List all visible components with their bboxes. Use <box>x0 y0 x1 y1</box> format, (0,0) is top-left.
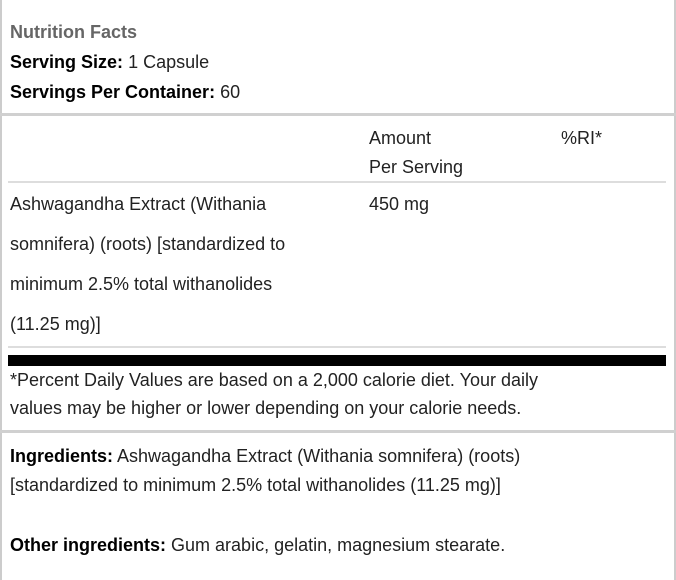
amount-header: Amount <box>369 128 432 148</box>
ingredients-text: Ashwagandha Extract (Withania somnifera)… <box>117 446 521 466</box>
footnote-line: *Percent Daily Values are based on a 2,0… <box>10 370 539 390</box>
other-ingredients-label: Other ingredients: <box>10 535 167 555</box>
section-divider <box>0 113 676 116</box>
header-rule <box>8 181 666 183</box>
per-serving-header: Per Serving <box>369 157 464 177</box>
other-ingredients: Other ingredients: Gum arabic, gelatin, … <box>10 534 505 556</box>
footnote-line: values may be higher or lower depending … <box>10 398 522 418</box>
section-divider <box>0 430 676 433</box>
ingredient-name-line: somnifera) (roots) [standardized to <box>10 234 286 254</box>
servings-label: Servings Per Container: <box>10 82 216 102</box>
ingredients-text-line: [standardized to minimum 2.5% total with… <box>10 475 501 495</box>
serving-size: Serving Size: 1 Capsule <box>10 51 209 73</box>
ingredient-amount: 450 mg <box>369 194 430 214</box>
serving-size-label: Serving Size: <box>10 52 124 72</box>
ingredients-label: Ingredients: <box>10 446 114 466</box>
row-rule <box>8 346 666 348</box>
ingredient-name-line: (11.25 mg)] <box>10 314 101 334</box>
ingredient-name-line: Ashwagandha Extract (Withania <box>10 194 267 214</box>
other-ingredients-text: Gum arabic, gelatin, magnesium stearate. <box>171 535 506 555</box>
serving-size-value: 1 Capsule <box>128 52 210 72</box>
ingredients: Ingredients: Ashwagandha Extract (Withan… <box>10 445 520 467</box>
servings-per-container: Servings Per Container: 60 <box>10 81 240 103</box>
servings-value: 60 <box>220 82 241 102</box>
ingredient-name-line: minimum 2.5% total withanolides <box>10 274 273 294</box>
panel-title: Nutrition Facts <box>10 22 138 42</box>
thick-bar <box>8 355 666 366</box>
ri-header: %RI* <box>561 128 603 148</box>
